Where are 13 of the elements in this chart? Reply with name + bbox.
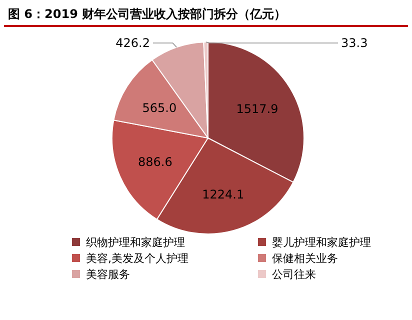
data-label: 33.3 (341, 36, 368, 50)
data-label: 1224.1 (202, 188, 244, 202)
chart-title: 图 6：2019 财年公司营业收入按部门拆分（亿元） (8, 7, 286, 21)
legend-label: 保健相关业务 (272, 252, 338, 265)
data-label: 426.2 (116, 36, 150, 50)
data-label: 1517.9 (236, 102, 278, 116)
legend-label: 美容,美发及个人护理 (86, 252, 188, 265)
legend-label: 公司往来 (272, 268, 316, 281)
data-label: 886.6 (138, 155, 172, 170)
legend-label: 美容服务 (86, 268, 130, 281)
data-label: 565.0 (142, 100, 177, 115)
legend-label: 婴儿护理和家庭护理 (272, 236, 371, 249)
legend-label: 织物护理和家庭护理 (86, 236, 185, 249)
